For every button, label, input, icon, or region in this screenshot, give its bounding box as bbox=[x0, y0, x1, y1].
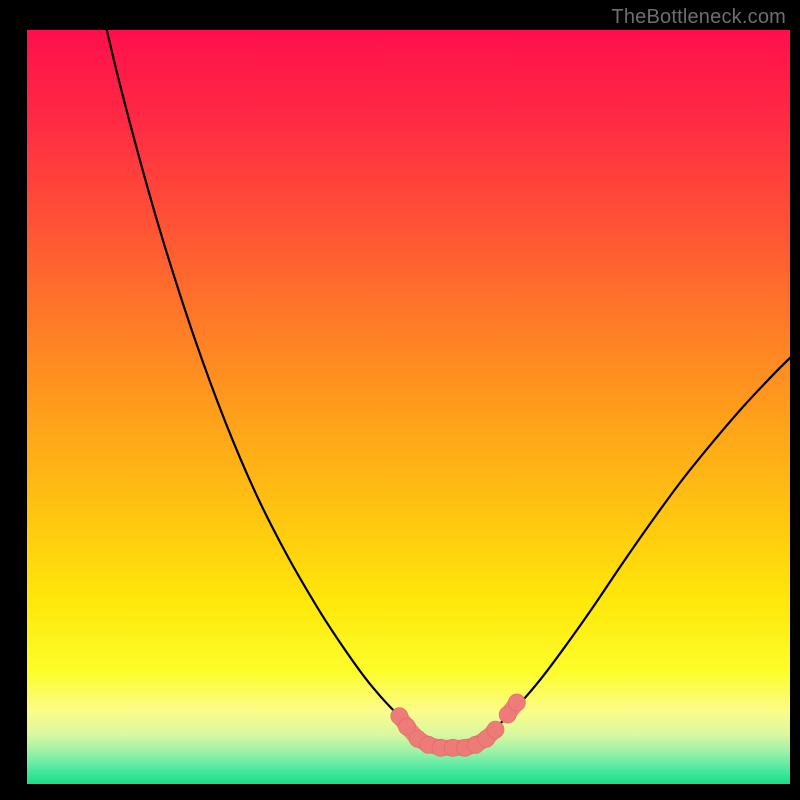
plot-background bbox=[27, 30, 790, 784]
marker-chain-bead bbox=[487, 721, 504, 738]
chart-root: TheBottleneck.com bbox=[0, 0, 800, 800]
attribution-label: TheBottleneck.com bbox=[611, 6, 786, 29]
marker-extra-bead bbox=[508, 694, 525, 711]
chart-svg bbox=[0, 0, 800, 800]
